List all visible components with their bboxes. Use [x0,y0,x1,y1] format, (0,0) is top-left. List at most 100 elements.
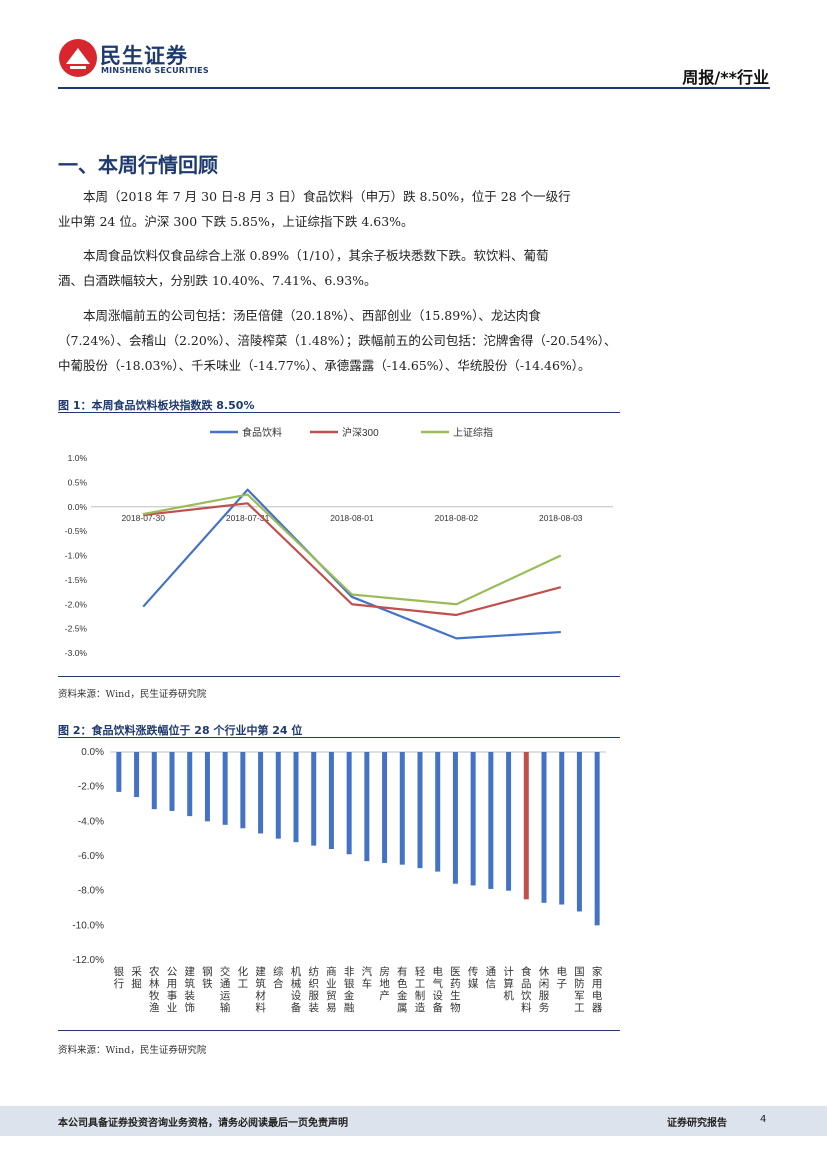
x-tick-label: 采掘 [131,966,142,990]
bar-chart: 0.0% -2.0% -4.0% -6.0% -8.0% -10.0% -12.0% 银行采掘… [72,747,606,1014]
bar-建筑材料 [258,752,264,834]
y-tick-label: -2.0% [65,599,88,609]
bar-有色金属 [399,752,405,865]
paragraph-line: 本周涨幅前五的公司包括：汤臣倍健（20.18%）、西部创业（15.89%）、龙达… [83,308,541,323]
bar-非银金融 [346,752,352,855]
footer-disclaimer: 本公司具备证券投资咨询业务资格，请务必阅读最后一页免责声明 [58,1118,348,1129]
paragraph-3: 本周涨幅前五的公司包括：汤臣倍健（20.18%）、西部创业（15.89%）、龙达… [58,303,770,378]
footer-doc-type: 证券研究报告 [667,1118,727,1129]
paragraph-line: 本周食品饮料仅食品综合上涨 0.89%（1/10），其余子板块悉数下跌。软饮料、… [83,248,549,263]
y-tick-label: -0.5% [65,526,88,536]
x-tick-label: 2018-08-01 [330,513,374,523]
bar-电子 [559,752,565,905]
x-tick-label: 计算机 [503,965,514,1002]
bar-汽车 [364,752,370,862]
x-tick-label: 国防军工 [574,966,585,1014]
y-tick-label: -2.5% [65,624,88,634]
bar-农林牧渔 [151,752,157,810]
legend-label-1: 沪深300 [342,426,379,439]
bar-计算机 [506,752,512,891]
y-tick-label: 0.0% [81,747,104,758]
y-tick-label: -8.0% [78,886,104,897]
figure-1-bottom-rule [58,676,620,677]
paragraph-line: 本周（2018 年 7 月 30 日-8 月 3 日）食品饮料（申万）跌 8.5… [83,189,571,204]
x-tick-label: 休闲服务 [539,966,550,1014]
bar-家用电器 [594,752,600,926]
bar-商业贸易 [328,752,334,850]
page-number: 4 [760,1114,767,1125]
figure-2-source: 资料来源：Wind，民生证券研究院 [58,1045,207,1056]
y-tick-label: 1.0% [68,453,88,463]
paragraph-line: 中葡股份（-18.03%）、千禾味业（-14.77%）、承德露露（-14.65%… [58,358,591,373]
x-tick-label: 汽车 [362,965,373,990]
x-tick-label: 商业贸易 [326,965,337,1014]
paragraph-line: 酒、白酒跌幅较大，分别跌 10.40%、7.41%、6.93%。 [58,273,377,288]
bar-休闲服务 [541,752,547,903]
figure-1-top-rule [58,412,620,413]
x-tick-label: 机械设备 [291,965,302,1014]
x-tick-label: 银行 [114,965,125,990]
logo-text-cn: 民生证券 [100,44,188,68]
x-tick-label: 建筑材料 [255,965,266,1014]
x-tick-label: 化工 [238,965,249,990]
header-divider [58,87,770,89]
section-title: 一、本周行情回顾 [58,153,218,177]
figure-2-bottom-rule [58,1030,620,1031]
x-tick-label: 有色金属 [397,965,408,1014]
y-tick-label: -2.0% [78,782,104,793]
bar-食品饮料 [523,752,529,900]
bar-公用事业 [169,752,175,811]
x-tick-label: 电气设备 [432,965,443,1014]
x-tick-label: 钢铁 [202,965,213,990]
y-tick-label: -1.0% [65,551,88,561]
report-type-label: 周报/**行业 [682,68,769,87]
paragraph-line: （7.24%）、会稽山（2.20%）、涪陵榨菜（1.48%）；跌幅前五的公司包括… [58,333,617,348]
x-tick-label: 纺织服装 [308,965,319,1014]
y-tick-label: -1.5% [65,575,88,585]
bar-纺织服装 [311,752,317,846]
paragraph-1: 本周（2018 年 7 月 30 日-8 月 3 日）食品饮料（申万）跌 8.5… [58,184,770,234]
x-tick-label: 家用电器 [592,965,603,1014]
x-tick-label: 农林牧渔 [149,965,160,1014]
footer-band [0,1106,827,1136]
series-line-0 [142,488,561,640]
paragraph-2: 本周食品饮料仅食品综合上涨 0.89%（1/10），其余子板块悉数下跌。软饮料、… [58,243,770,293]
x-tick-label: 电子 [556,965,567,990]
series-line-2 [142,493,562,606]
logo-mark-icon [59,39,97,77]
bar-传媒 [470,752,476,886]
figure-1-title: 图 1：本周食品饮料板块指数跌 8.50% [58,399,255,412]
x-tick-label: 食品饮料 [521,965,532,1014]
line-chart: 食品饮料 沪深300 上证综指 1.0% 0.5% 0.0% -0.5% -1.0% -1.5%… [65,426,613,658]
x-tick-label: 房地产 [379,965,390,1002]
x-tick-label: 轻工制造 [415,965,426,1014]
bar-化工 [240,752,246,829]
bar-交通运输 [222,752,228,825]
series-line-1 [143,502,562,617]
x-tick-label: 2018-07-30 [121,513,165,523]
x-tick-label: 2018-08-03 [539,513,583,523]
x-tick-label: 2018-08-02 [435,513,479,523]
figure-1-source: 资料来源：Wind，民生证券研究院 [58,689,207,700]
company-logo [58,38,218,80]
x-tick-label: 综合 [273,965,284,990]
legend-label-2: 上证综指 [453,426,493,439]
bar-轻工制造 [417,752,423,869]
bar-医药生物 [452,752,458,884]
bar-房地产 [382,752,388,863]
y-tick-label: -6.0% [78,851,104,862]
bar-综合 [275,752,281,839]
bar-国防军工 [576,752,582,912]
logo-text-en: MINSHENG SECURITIES [101,66,209,75]
x-tick-label: 医药生物 [450,966,461,1014]
bar-钢铁 [204,752,210,822]
figure-2-top-rule [58,737,620,738]
bar-机械设备 [293,752,299,843]
y-tick-label: -3.0% [65,648,88,658]
y-tick-label: 0.5% [68,477,88,487]
x-tick-label: 公用事业 [167,966,178,1014]
bar-建筑装饰 [187,752,193,817]
legend-label-0: 食品饮料 [242,426,282,439]
x-tick-label: 通信 [486,966,497,990]
figure-2-title: 图 2：食品饮料涨跌幅位于 28 个行业中第 24 位 [58,724,303,737]
